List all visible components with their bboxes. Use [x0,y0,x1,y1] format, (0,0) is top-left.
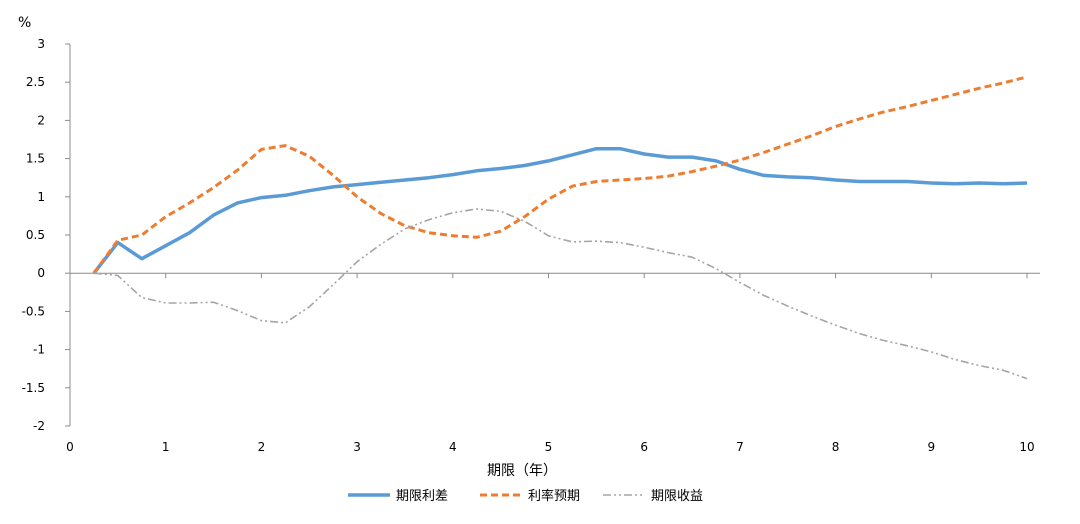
series-layer [92,75,1028,380]
x-tick-label: 1 [162,440,170,454]
x-tick-label: 8 [832,440,840,454]
x-tick-label: 0 [66,440,74,454]
x-tick-label: 6 [640,440,648,454]
legend-label-3: 期限收益 [651,489,703,504]
series-line-1 [92,146,1028,275]
legend-label-1: 期限利差 [396,489,448,504]
y-tick-label: -1.5 [22,381,45,395]
y-tick-label: 3 [37,37,45,51]
plot-frame [69,44,1040,426]
y-tick-label: 2 [37,113,45,127]
y-axis-unit-label: % [18,15,31,31]
x-tick-label: 2 [258,440,266,454]
x-axis-ticks: 0 1 2 3 4 5 6 7 8 9 10 [66,273,1035,454]
legend: 期限利差 利率预期 期限收益 [348,488,703,504]
series-line-3 [93,208,1028,380]
x-tick-label: 5 [545,440,553,454]
x-tick-label: 7 [736,440,744,454]
y-tick-label: -2 [33,419,45,433]
series-line-2 [92,75,1028,275]
legend-label-2: 利率预期 [528,488,580,504]
x-tick-label: 4 [449,440,457,454]
y-axis-ticks: 3 2.5 2 1.5 1 0.5 0 -0.5 -1 -1.5 -2 [22,37,70,433]
y-tick-label: 0.5 [26,228,45,242]
y-tick-label: 0 [37,266,45,280]
x-tick-label: 3 [353,440,361,454]
x-tick-label: 9 [927,440,935,454]
y-tick-label: -1 [33,343,45,357]
x-tick-label: 10 [1019,440,1034,454]
y-tick-label: 1 [37,190,45,204]
y-tick-label: 1.5 [26,152,45,166]
y-tick-label: 2.5 [26,75,45,89]
x-axis-title: 期限（年） [487,463,557,479]
y-tick-label: -0.5 [22,304,45,318]
